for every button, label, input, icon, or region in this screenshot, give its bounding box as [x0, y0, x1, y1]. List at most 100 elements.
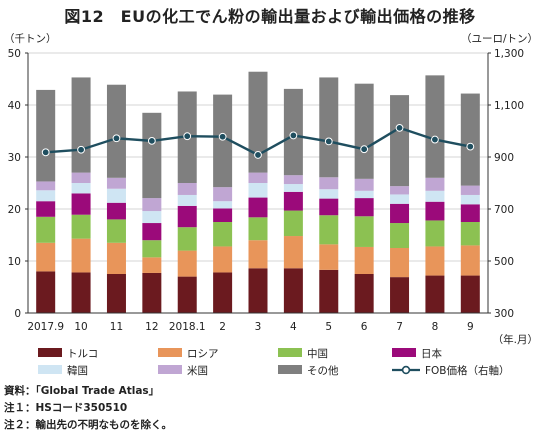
y2-tick-label: 700	[494, 204, 514, 216]
bar-segment	[36, 190, 56, 202]
y2-tick-label: 1,300	[494, 48, 524, 60]
bar-segment	[213, 94, 233, 188]
legend-label: 米国	[187, 364, 208, 377]
x-tick-label: 7	[396, 321, 403, 333]
x-tick-label: 9	[467, 321, 474, 333]
bar-segment	[354, 246, 374, 274]
bar-segment	[354, 274, 374, 313]
bar-segment	[425, 246, 445, 276]
y2-tick-label: 500	[494, 256, 514, 268]
x-tick-label: 4	[290, 321, 297, 333]
bar-segment	[71, 183, 91, 194]
bar-segment	[460, 185, 480, 195]
price-point	[395, 123, 404, 132]
price-point	[360, 145, 369, 154]
bar-segment	[319, 198, 339, 216]
y-axis-unit: （千トン）	[4, 33, 57, 45]
bar-segment	[213, 272, 233, 313]
y-tick-label: 0	[14, 308, 21, 320]
bar-segment	[142, 272, 162, 313]
bar-segment	[283, 268, 303, 313]
legend-label: ロシア	[187, 348, 219, 360]
bar-segment	[319, 77, 339, 178]
bar-segment	[142, 257, 162, 273]
bar-segment	[460, 245, 480, 276]
bar-segment	[390, 223, 410, 248]
bar-segment	[390, 277, 410, 313]
bar-segment	[106, 242, 126, 274]
bar-segment	[71, 214, 91, 239]
price-point	[147, 136, 156, 145]
note-2: 注２：輸出先の不明なものを除く。	[4, 419, 172, 431]
price-point	[289, 131, 298, 140]
bar-segment	[460, 222, 480, 246]
bar-segment	[460, 204, 480, 222]
bar-segment	[71, 238, 91, 273]
x-tick-label: 2017.9	[27, 321, 64, 333]
x-tick-label: 5	[325, 321, 332, 333]
legend-swatch	[278, 365, 302, 374]
bar-segment	[354, 178, 374, 191]
legend-swatch	[38, 348, 62, 357]
bar-segment	[106, 219, 126, 243]
chart-notes: 資料：「Global Trade Atlas」 注１：HSコード350510 注…	[4, 383, 172, 434]
price-point	[324, 137, 333, 146]
bar-segment	[71, 193, 91, 215]
bar-segment	[425, 190, 445, 202]
bar-segment	[213, 246, 233, 273]
legend-swatch	[158, 348, 182, 357]
bar-segment	[354, 198, 374, 217]
bar-segment	[390, 203, 410, 224]
price-point	[431, 135, 439, 144]
bar-segment	[248, 172, 268, 183]
x-axis-unit: （年.月）	[493, 333, 538, 346]
bar-segment	[36, 242, 56, 272]
price-point	[77, 145, 85, 154]
bar-segment	[177, 194, 197, 206]
legend-swatch	[392, 348, 416, 357]
legend-label: 中国	[307, 347, 328, 360]
note-1: 注１：HSコード350510	[4, 402, 128, 414]
x-tick-label: 8	[432, 321, 439, 333]
price-point	[218, 132, 227, 141]
bar-segment	[36, 271, 56, 313]
bar-segment	[36, 201, 56, 217]
bar-segment	[283, 175, 303, 185]
legend-marker	[401, 365, 411, 375]
bar-segment	[177, 250, 197, 277]
bar-segment	[460, 93, 480, 186]
bar-segment	[319, 177, 339, 190]
y2-axis-unit: （ユーロ/トン）	[461, 33, 538, 45]
bar-segment	[248, 240, 268, 269]
bar-segment	[248, 268, 268, 313]
x-tick-label: 2018.1	[169, 321, 206, 333]
bar-segment	[390, 95, 410, 187]
bar-segment	[177, 183, 197, 195]
bar-segment	[177, 205, 197, 228]
bar-segment	[390, 248, 410, 278]
x-tick-label: 3	[255, 321, 262, 333]
bar-segment	[425, 177, 445, 191]
bar-segment	[460, 275, 480, 313]
x-tick-label: 6	[361, 321, 368, 333]
bar-segment	[425, 220, 445, 247]
legend-label: FOB価格（右軸）	[425, 364, 510, 377]
y-tick-label: 20	[8, 204, 21, 216]
x-tick-label: 12	[145, 321, 158, 333]
bar-segment	[36, 89, 56, 182]
legend-swatch	[278, 348, 302, 357]
x-tick-label: 2	[219, 321, 226, 333]
bar-segment	[106, 177, 126, 189]
bar-segment	[213, 208, 233, 222]
bar-segment	[390, 194, 410, 204]
price-point	[41, 148, 50, 157]
bar-segment	[177, 227, 197, 251]
price-point	[254, 151, 262, 159]
bar-segment	[142, 198, 162, 212]
bar-segment	[71, 272, 91, 313]
bar-segment	[319, 244, 339, 270]
legend-label: 日本	[421, 347, 442, 360]
bar-segment	[390, 186, 410, 195]
bar-segment	[248, 197, 268, 218]
